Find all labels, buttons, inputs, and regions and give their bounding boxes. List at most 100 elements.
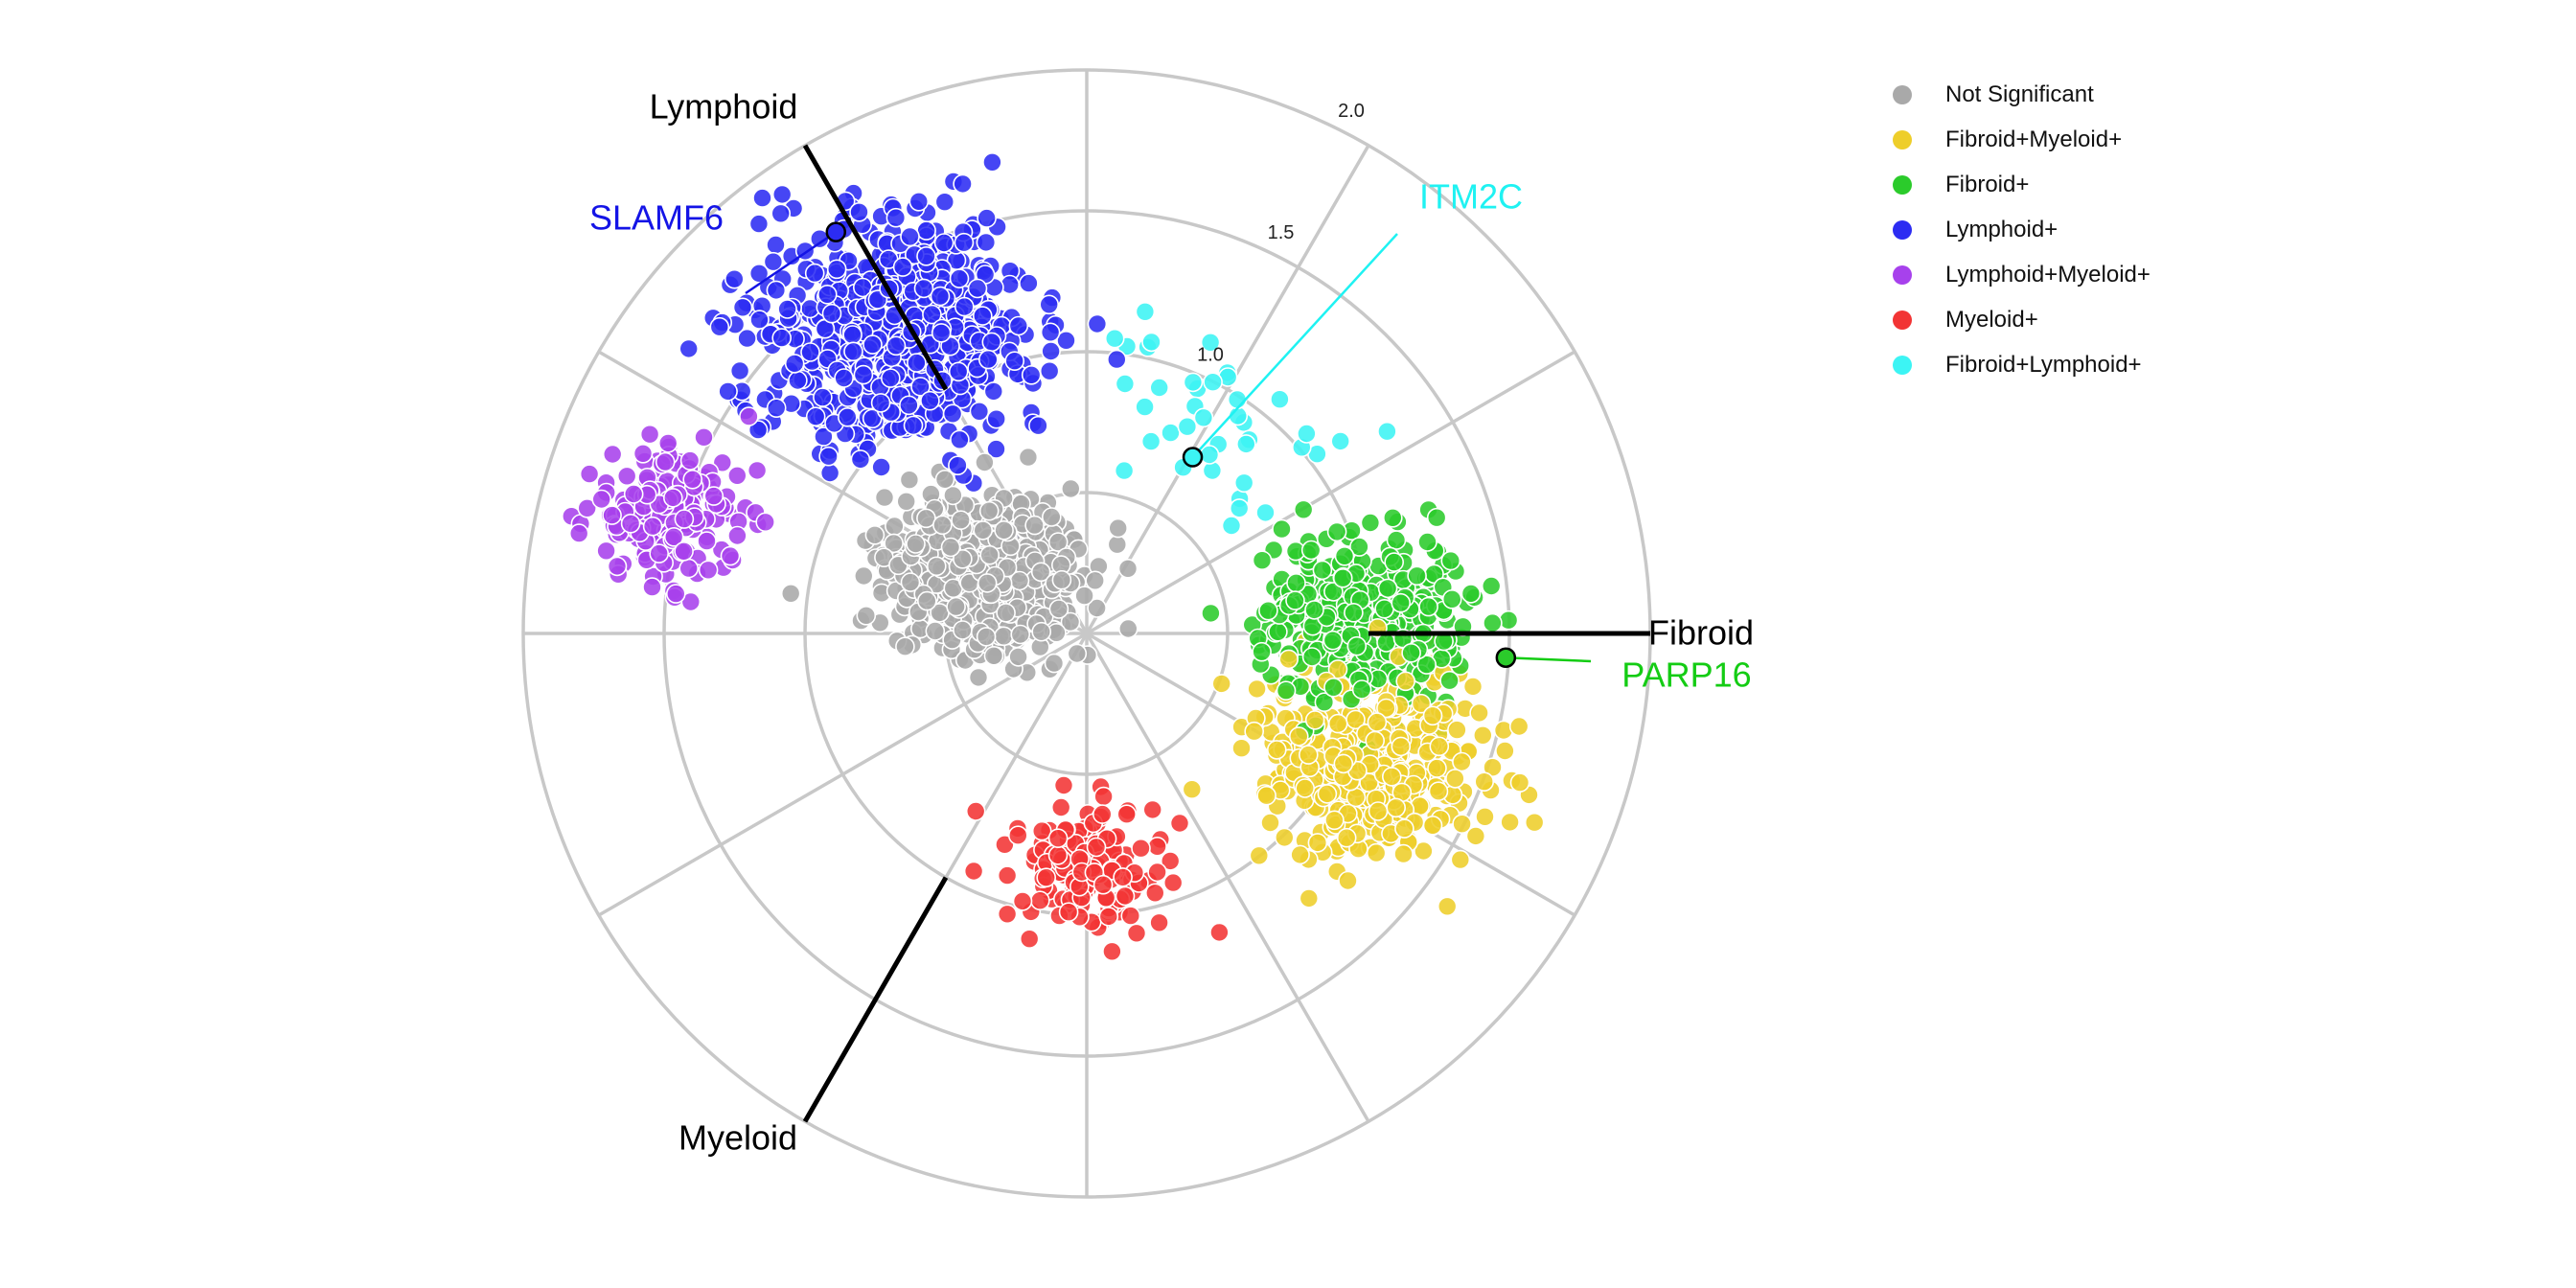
data-point (1338, 870, 1358, 891)
data-point (1304, 710, 1325, 730)
data-point (885, 516, 905, 537)
data-point (639, 424, 660, 445)
data-point (1270, 389, 1290, 410)
data-point (1324, 810, 1345, 831)
data-point (748, 214, 770, 234)
data-point (930, 286, 951, 307)
legend-label: Fibroid+Myeloid+ (1945, 126, 2123, 152)
data-point (1407, 565, 1427, 586)
scatter-points (561, 152, 1545, 962)
radial-tick-label: 1.5 (1268, 222, 1295, 243)
data-point (995, 834, 1015, 855)
data-point (1051, 569, 1072, 590)
data-point (1116, 804, 1137, 825)
data-point (777, 299, 797, 319)
data-point (1272, 518, 1292, 540)
data-point (1351, 679, 1372, 700)
grid-spoke-2 (1086, 350, 1576, 635)
callout-line-slamf6 (745, 231, 837, 295)
data-point (1498, 610, 1519, 631)
data-point (899, 470, 920, 491)
data-point (748, 263, 770, 284)
data-point (568, 523, 589, 543)
data-point (1107, 349, 1127, 370)
data-point (1289, 726, 1309, 747)
legend-label: Not Significant (1945, 81, 2094, 107)
data-point (1145, 883, 1165, 904)
data-point (1285, 590, 1305, 610)
data-point (963, 861, 984, 882)
data-point (934, 192, 955, 212)
data-point (1401, 642, 1421, 663)
data-point (1118, 618, 1138, 639)
grid-spoke-8 (597, 632, 1088, 917)
data-point (1060, 611, 1081, 632)
data-point (1021, 364, 1042, 385)
data-point (1474, 771, 1494, 793)
data-point (703, 486, 724, 506)
data-point (1428, 781, 1449, 802)
data-point (1299, 745, 1319, 765)
data-point (1004, 351, 1024, 372)
data-point (632, 443, 654, 464)
data-point (818, 446, 839, 467)
data-point (862, 334, 883, 355)
data-point (1030, 562, 1051, 583)
highlighted-point-itm2c (1182, 447, 1204, 468)
data-point (1317, 784, 1338, 804)
data-point (1107, 534, 1128, 555)
data-point (953, 173, 973, 195)
data-point (871, 457, 891, 477)
data-point (752, 188, 772, 208)
data-point (1135, 397, 1155, 417)
data-point (596, 540, 616, 562)
data-point (1377, 421, 1397, 442)
data-point (1018, 447, 1039, 468)
data-point (965, 801, 986, 821)
data-point (657, 433, 678, 453)
data-point (1008, 315, 1029, 336)
data-point (1293, 499, 1314, 520)
data-point (1346, 635, 1368, 656)
data-point (978, 349, 999, 370)
data-point (623, 484, 644, 504)
legend-label: Fibroid+ (1945, 172, 2030, 197)
data-point (1323, 582, 1344, 602)
data-point (1039, 294, 1059, 315)
data-point (1360, 513, 1381, 533)
data-point (747, 460, 768, 481)
data-point (948, 361, 969, 382)
legend-label: Lymphoid+ (1945, 217, 2058, 242)
data-point (642, 516, 663, 537)
data-point (951, 510, 971, 531)
data-point (1418, 596, 1438, 617)
data-point (933, 233, 954, 253)
data-point (953, 620, 973, 640)
data-point (997, 904, 1018, 925)
data-point (1374, 598, 1394, 619)
data-point (1286, 572, 1306, 593)
data-point (1036, 867, 1056, 888)
data-point (853, 364, 874, 385)
data-point (709, 316, 730, 337)
data-point (916, 508, 936, 529)
data-point (649, 543, 670, 564)
data-point (1330, 431, 1350, 451)
legend-swatch (1893, 130, 1912, 150)
data-point (1297, 424, 1317, 444)
data-point (679, 450, 701, 471)
data-point (896, 491, 917, 512)
data-point (862, 408, 883, 429)
data-point (1231, 738, 1252, 759)
axis-line-myeloid (802, 876, 949, 1123)
data-point (1344, 602, 1364, 623)
data-point (1393, 843, 1414, 864)
data-point (916, 590, 937, 611)
data-point (1193, 407, 1214, 428)
data-point (720, 545, 741, 566)
data-point (850, 449, 871, 470)
data-point (1162, 872, 1184, 893)
data-point (953, 548, 973, 569)
data-point (1256, 785, 1276, 806)
